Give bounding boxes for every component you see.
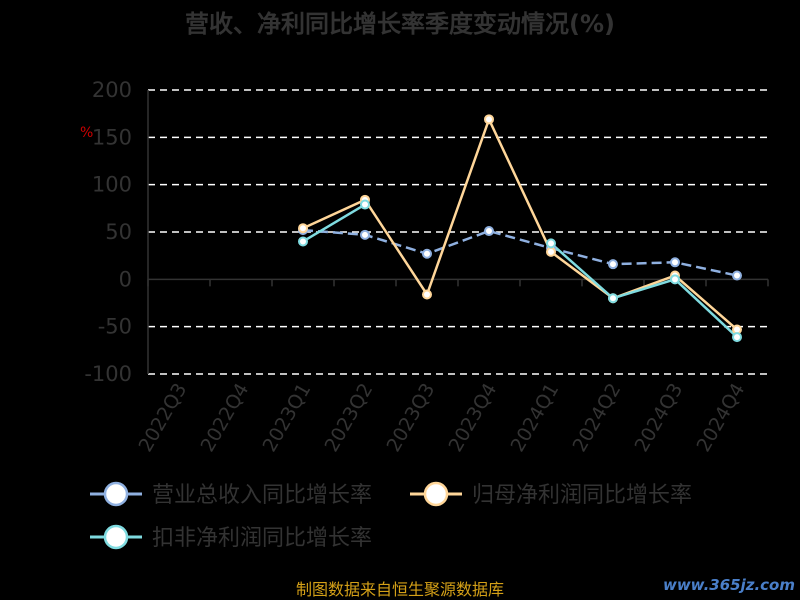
x-tick-label: 2024Q1 [507, 380, 564, 456]
chart-title: 营收、净利同比增长率季度变动情况(%) [185, 10, 615, 38]
y-tick-label: -100 [84, 362, 132, 386]
legend-marker [103, 524, 129, 550]
y-tick-label: 0 [119, 267, 132, 291]
series-lines [302, 116, 738, 338]
y-tick-label: 100 [92, 173, 132, 197]
x-tick-label: 2022Q4 [197, 380, 254, 456]
x-tick-label: 2022Q3 [135, 380, 192, 456]
data-point [422, 248, 432, 259]
x-tick-label: 2024Q4 [693, 380, 750, 456]
legend-label: 扣非净利润同比增长率 [152, 526, 372, 551]
unit-label: % [80, 125, 93, 141]
y-tick-label: 200 [92, 78, 132, 102]
y-tick-label: 50 [105, 220, 132, 244]
x-tick-label: 2024Q2 [569, 380, 626, 456]
legend-item: 归母净利润同比增长率 [410, 481, 692, 508]
x-tick-label: 2023Q4 [445, 380, 502, 456]
legend-item: 营业总收入同比增长率 [90, 481, 372, 508]
data-point [670, 274, 680, 285]
series-points [298, 114, 742, 343]
x-tick-labels: 2022Q3 2022Q4 2023Q1 2023Q2 2023Q3 2023Q4 2024… [135, 380, 750, 456]
data-point [608, 293, 618, 304]
series-line [550, 242, 738, 338]
legend-label: 营业总收入同比增长率 [152, 483, 372, 508]
data-point [484, 114, 494, 125]
legend-item: 扣非净利润同比增长率 [90, 524, 372, 551]
x-tick-label: 2024Q3 [631, 380, 688, 456]
data-point [670, 257, 680, 268]
data-point [422, 289, 432, 300]
x-tick-label: 2023Q1 [259, 380, 316, 456]
y-tick-label: 150 [92, 125, 132, 149]
series-line [302, 203, 366, 243]
data-point [484, 226, 494, 237]
x-tick-label: 2023Q2 [321, 380, 378, 456]
data-point [732, 270, 742, 281]
x-tick-label: 2023Q3 [383, 380, 440, 456]
data-point [732, 332, 742, 343]
data-point [298, 223, 308, 234]
watermark: www.365jz.com [663, 576, 795, 594]
legend-marker [423, 481, 449, 507]
data-point [360, 229, 370, 240]
y-tick-label: -50 [98, 315, 132, 339]
data-point [298, 236, 308, 247]
data-point [546, 246, 556, 257]
series-line [302, 228, 738, 277]
legend-marker [103, 481, 129, 507]
source-note: 制图数据来自恒生聚源数据库 [296, 580, 504, 599]
legend-label: 归母净利润同比增长率 [472, 483, 692, 508]
grid [148, 89, 768, 375]
series-line [302, 116, 738, 331]
axes [147, 90, 769, 374]
data-point [546, 238, 556, 249]
data-point [360, 199, 370, 210]
y-tick-labels: 200 150 100 50 0 -50 -100 [84, 78, 132, 386]
data-point [608, 259, 618, 270]
